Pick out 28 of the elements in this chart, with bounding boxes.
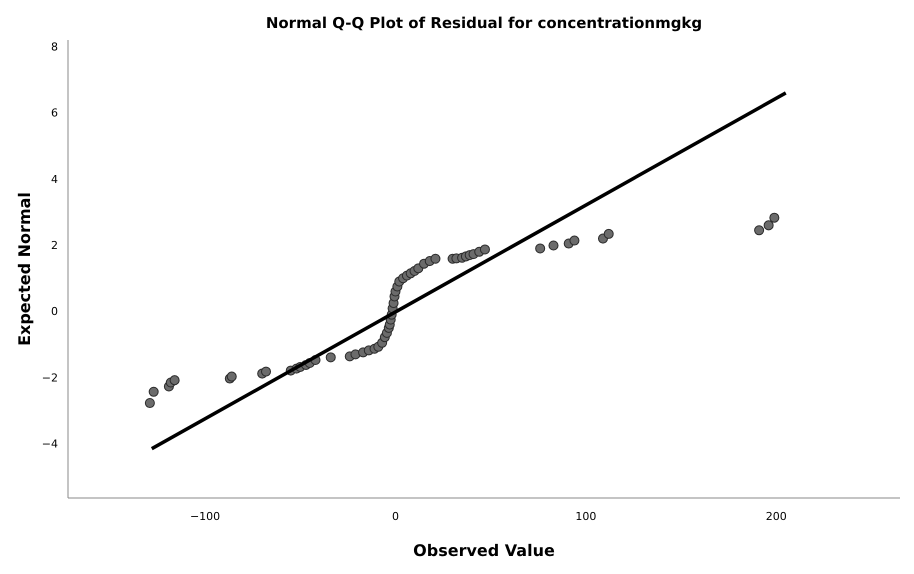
point <box>480 244 490 254</box>
point <box>326 352 336 362</box>
chart-title: Normal Q-Q Plot of Residual for concentrationmgkg <box>266 14 702 32</box>
point <box>548 240 559 251</box>
x-tick-label: 0 <box>392 510 399 523</box>
point <box>260 366 272 377</box>
point <box>430 254 440 264</box>
point <box>535 243 546 254</box>
point <box>754 225 764 236</box>
point <box>769 212 780 223</box>
point <box>170 375 180 386</box>
point <box>144 398 155 408</box>
point <box>148 386 159 397</box>
x-tick-label: 200 <box>766 510 787 523</box>
point <box>604 228 614 239</box>
point <box>569 236 580 246</box>
y-tick-label: 4 <box>51 172 58 186</box>
y-tick-label: −4 <box>42 438 58 451</box>
x-axis-title: Observed Value <box>413 541 555 560</box>
y-tick-label: 0 <box>51 305 58 318</box>
y-axis-title: Expected Normal <box>15 192 34 346</box>
y-tick-label: 2 <box>51 239 58 252</box>
y-tick-label: 8 <box>51 40 58 54</box>
y-tick-label: 6 <box>51 106 58 120</box>
y-tick-label: −2 <box>42 371 58 384</box>
x-tick-label: −100 <box>190 510 220 523</box>
point <box>764 220 774 230</box>
x-tick-label: 100 <box>575 510 596 523</box>
